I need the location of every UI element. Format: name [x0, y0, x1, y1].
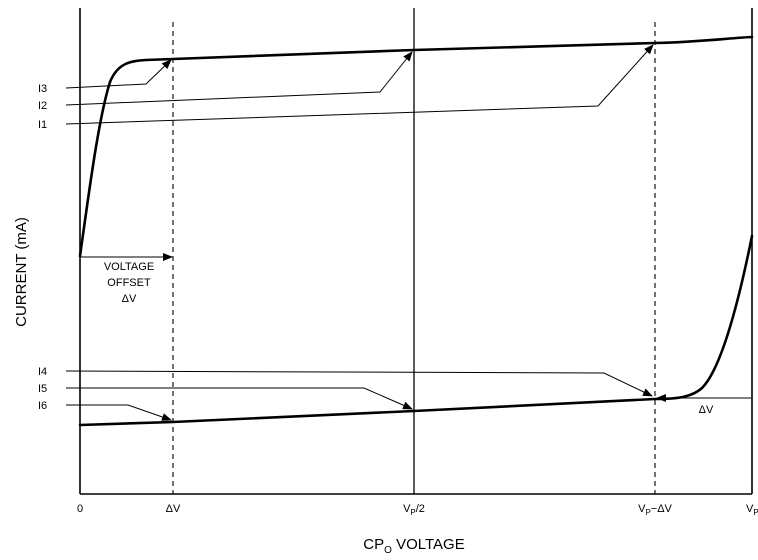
tick-dv: ΔV	[166, 503, 181, 515]
tick-zero: 0	[77, 503, 83, 515]
right-dv-label: ΔV	[699, 404, 714, 416]
i1-leader-line	[65, 44, 654, 125]
i4-leader-line	[65, 370, 653, 397]
label-i2: I2	[38, 100, 47, 112]
i2-leader-line	[65, 51, 413, 106]
label-i1: I1	[38, 119, 47, 131]
tick-vp: VP	[746, 503, 758, 517]
tick-vp-half: VP/2	[403, 503, 425, 517]
source-current-curve	[78, 35, 754, 258]
label-i3: I3	[38, 83, 47, 95]
offset-label-line3: ΔV	[122, 293, 137, 305]
y-axis-label: CURRENT (mA)	[13, 217, 30, 327]
i6-leader-line	[66, 404, 172, 421]
label-i6: I6	[38, 400, 47, 412]
i3-leader-line	[65, 59, 172, 89]
label-i4: I4	[38, 366, 47, 378]
tick-vp-minus-dv: VP−ΔV	[638, 503, 672, 517]
i5-leader-line	[66, 387, 413, 410]
offset-label-line1: VOLTAGE	[104, 261, 154, 273]
label-i5: I5	[38, 383, 47, 395]
offset-label-line2: OFFSET	[107, 277, 151, 289]
x-axis-label: CPO VOLTAGE	[363, 536, 464, 556]
sink-current-curve	[78, 234, 754, 427]
